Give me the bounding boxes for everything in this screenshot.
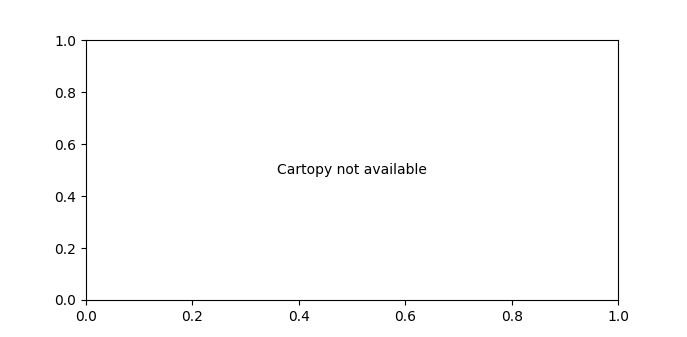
Text: Cartopy not available: Cartopy not available	[277, 163, 427, 177]
